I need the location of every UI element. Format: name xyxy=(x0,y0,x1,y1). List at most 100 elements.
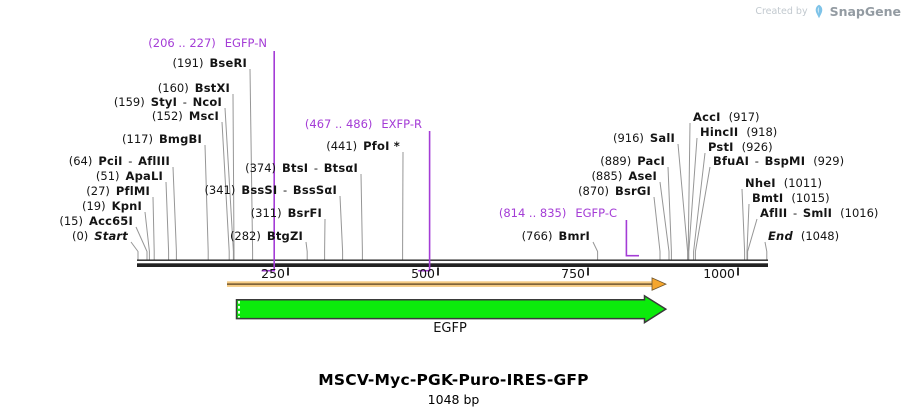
credit-line: Created by SnapGene xyxy=(755,4,901,19)
enzyme-names: BseRI xyxy=(209,56,247,70)
primer-label: (206 .. 227) EGFP-N xyxy=(148,36,267,50)
part: Acc65I xyxy=(88,214,133,228)
pos: (206 .. 227) xyxy=(148,36,216,50)
part: BseRI xyxy=(209,56,247,70)
pos: (191) xyxy=(172,56,204,70)
pos: (15) xyxy=(59,214,83,228)
part: End xyxy=(768,229,793,243)
enzyme-site-label: (64) PciI - AflIII xyxy=(69,154,170,168)
enzyme-names: PciI - AflIII xyxy=(98,154,170,168)
ruler-tick-label: 500 xyxy=(411,266,435,281)
pos: (117) xyxy=(122,132,153,146)
part: PacI xyxy=(637,154,665,168)
pos: (926) xyxy=(741,140,773,154)
enzyme-site-label: (191) BseRI xyxy=(173,56,247,70)
feature-label-egfp: EGFP xyxy=(433,321,467,336)
enzyme-site-label: (27) PflMI xyxy=(86,184,150,198)
nm: EXFP-R xyxy=(381,117,422,131)
site-connector-line xyxy=(204,144,209,260)
enzyme-names: BfuAI - BspMI xyxy=(713,154,805,168)
part: PciI xyxy=(98,154,123,168)
site-connector-line xyxy=(360,173,363,260)
site-connector-line xyxy=(592,241,599,260)
pos: (870) xyxy=(578,184,609,198)
enzyme-site-label: (117) BmgBI xyxy=(122,132,202,146)
enzyme-names: KpnI xyxy=(112,199,142,213)
nm: EGFP-C xyxy=(575,206,617,220)
pos: (152) xyxy=(151,109,183,123)
site-connector-line xyxy=(305,241,308,260)
site-connector-line xyxy=(165,181,170,260)
map-length: 1048 bp xyxy=(427,392,480,407)
enzyme-names: MscI xyxy=(189,109,219,123)
site-connector-line xyxy=(688,137,698,260)
site-connector-line xyxy=(224,107,234,260)
enzyme-names: HincII xyxy=(700,125,738,139)
pos: (311) xyxy=(250,206,282,220)
part: BssSαI xyxy=(292,183,337,197)
enzyme-site-label: (152) MscI xyxy=(152,109,219,123)
sep: - xyxy=(751,154,763,168)
site-connector-line xyxy=(144,211,150,260)
egfp-feature-arrow xyxy=(235,294,668,324)
enzyme-site-label: (160) BstXI xyxy=(158,81,230,95)
enzyme-names: NheI xyxy=(745,176,776,190)
site-connector-line xyxy=(741,188,746,260)
site-connector-line xyxy=(249,68,254,260)
part: AseI xyxy=(628,169,657,183)
part: BssSI xyxy=(241,183,278,197)
part: HincII xyxy=(700,125,739,139)
pos: (467 .. 486) xyxy=(304,117,373,131)
part: BtsαI xyxy=(323,161,358,175)
part: BsrGI xyxy=(615,184,651,198)
pos: (885) xyxy=(591,169,623,183)
credit-brand: SnapGene xyxy=(829,4,901,19)
part: SalI xyxy=(649,131,675,145)
enzyme-site-label: (311) BsrFI xyxy=(251,206,322,220)
ruler-tick-label: 750 xyxy=(561,266,585,281)
pos: (51) xyxy=(95,169,120,183)
enzyme-names: StyI - NcoI xyxy=(151,95,222,109)
enzyme-names: AflII - SmlI xyxy=(760,206,832,220)
pos: (814 .. 835) xyxy=(498,206,567,220)
nm: EGFP-N xyxy=(224,36,267,50)
site-connector-line xyxy=(687,122,691,260)
part: PstI xyxy=(708,140,734,154)
part: SmlI xyxy=(802,206,833,220)
pos: (160) xyxy=(157,81,189,95)
site-connector-line xyxy=(659,181,670,260)
pos: (1048) xyxy=(800,229,840,243)
pos: (27) xyxy=(86,184,110,198)
part: BmgBI xyxy=(158,132,202,146)
pos: (918) xyxy=(746,125,778,139)
pos: (1016) xyxy=(840,206,879,220)
site-connector-line xyxy=(764,241,768,260)
enzyme-site-label: (885) AseI xyxy=(591,169,657,183)
part: MscI xyxy=(188,109,219,123)
enzyme-names: AseI xyxy=(628,169,657,183)
part: NheI xyxy=(745,176,776,190)
primer-label: (814 .. 835) EGFP-C xyxy=(499,206,617,220)
enzyme-site-label: (441) PfoI * xyxy=(326,139,400,153)
part: KpnI xyxy=(111,199,142,213)
site-connector-line xyxy=(130,241,139,260)
pos: (929) xyxy=(813,154,845,168)
part: BtgZI xyxy=(266,229,303,243)
enzyme-names: Start xyxy=(94,229,128,243)
site-connector-line xyxy=(694,166,711,260)
site-connector-line xyxy=(747,218,758,260)
part: AccI xyxy=(693,110,721,124)
enzyme-site-label: (159) StyI - NcoI xyxy=(114,95,222,109)
enzyme-names: BstXI xyxy=(195,81,230,95)
sep: - xyxy=(310,161,322,175)
enzyme-site-label: (374) BtsI - BtsαI xyxy=(245,161,358,175)
credit-prefix: Created by xyxy=(755,6,808,17)
part: NcoI xyxy=(192,95,222,109)
enzyme-names: BmtI xyxy=(752,191,783,205)
pos: (889) xyxy=(600,154,632,168)
enzyme-site-label: (19) KpnI xyxy=(82,199,142,213)
pos: (917) xyxy=(728,110,760,124)
part: BstXI xyxy=(194,81,230,95)
enzyme-site-label: End (1048) xyxy=(768,229,839,243)
